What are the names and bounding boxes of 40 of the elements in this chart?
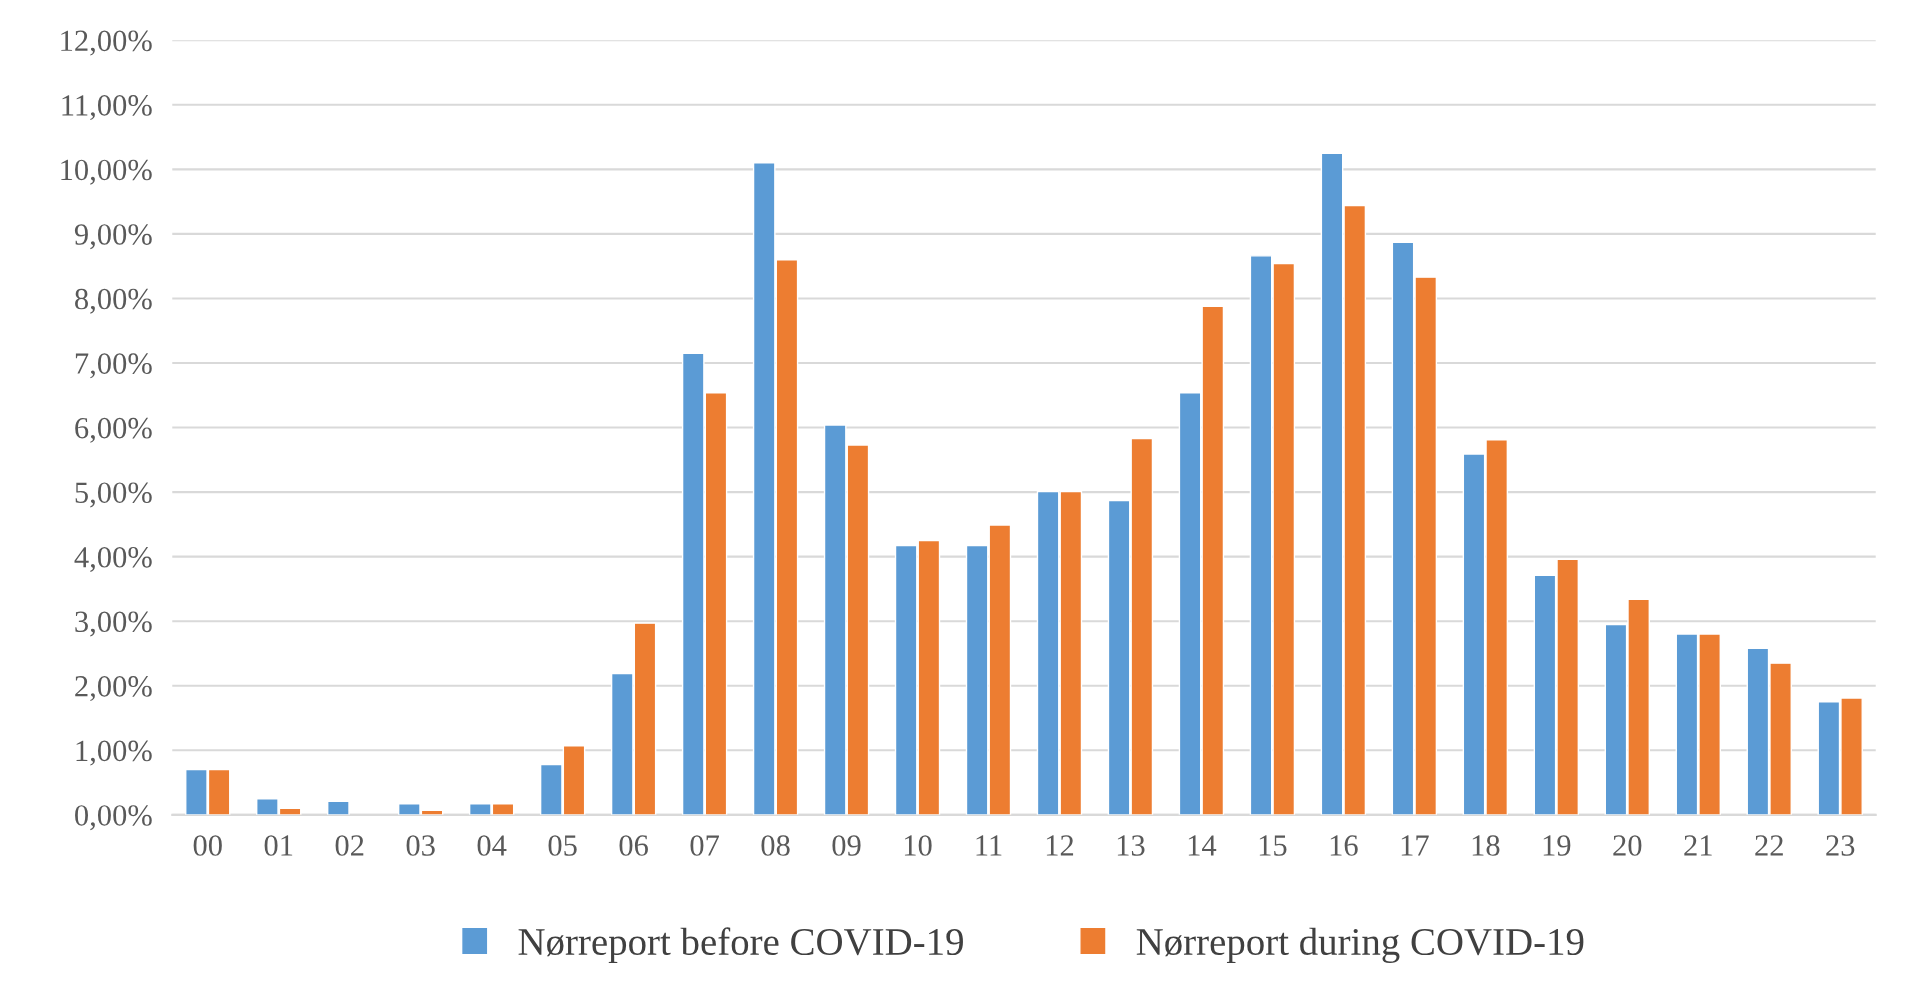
x-tick-label: 23 [1826,835,1855,856]
y-tick-label: 0,00% [75,805,152,831]
x-tick-label: 02 [335,835,364,856]
y-tick-label: 9,00% [74,224,152,250]
y-tick-label: 1,00% [76,740,152,766]
x-tick-label: 12 [1046,835,1074,856]
x-tick-label: 13 [1117,835,1145,856]
y-tick-label: 8,00% [75,288,152,314]
y-tick-label: 11,00% [62,95,152,121]
x-tick-label: 00 [193,835,222,856]
y-tick-label: 7,00% [75,353,152,379]
y-tick-label: 4,00% [74,546,152,572]
x-tick-label: 09 [832,835,861,856]
x-tick-label: 20 [1613,835,1642,856]
x-tick-label: 05 [548,835,577,856]
y-tick-label: 6,00% [75,417,152,443]
bar [327,800,350,815]
x-tick-label: 18 [1472,835,1500,856]
x-tick-label: 21 [1684,835,1712,856]
x-tick-label: 06 [619,835,648,856]
x-tick-label: 17 [1401,835,1429,856]
y-tick-label: 3,00% [75,611,152,637]
legend-label: Nørreport during COVID-19 [1136,927,1584,964]
legend-label: Nørreport before COVID-19 [518,927,963,963]
x-tick-label: 03 [406,835,435,856]
x-tick-label: 14 [1188,835,1217,856]
x-tick-label: 07 [690,835,719,856]
x-tick-label: 22 [1755,835,1783,856]
x-tick-label: 16 [1330,835,1358,856]
x-tick-label: 04 [477,835,507,856]
y-tick-label: 2,00% [75,676,152,702]
y-tick-label: 5,00% [75,482,152,508]
x-tick-label: 08 [761,835,790,856]
x-tick-label: 10 [904,835,932,856]
x-tick-label: 15 [1259,835,1287,856]
x-tick-label: 11 [976,835,1002,856]
x-tick-label: 19 [1543,835,1571,856]
x-tick-label: 01 [264,835,293,856]
y-tick-label: 12,00% [61,30,152,56]
y-tick-label: 10,00% [61,159,152,185]
